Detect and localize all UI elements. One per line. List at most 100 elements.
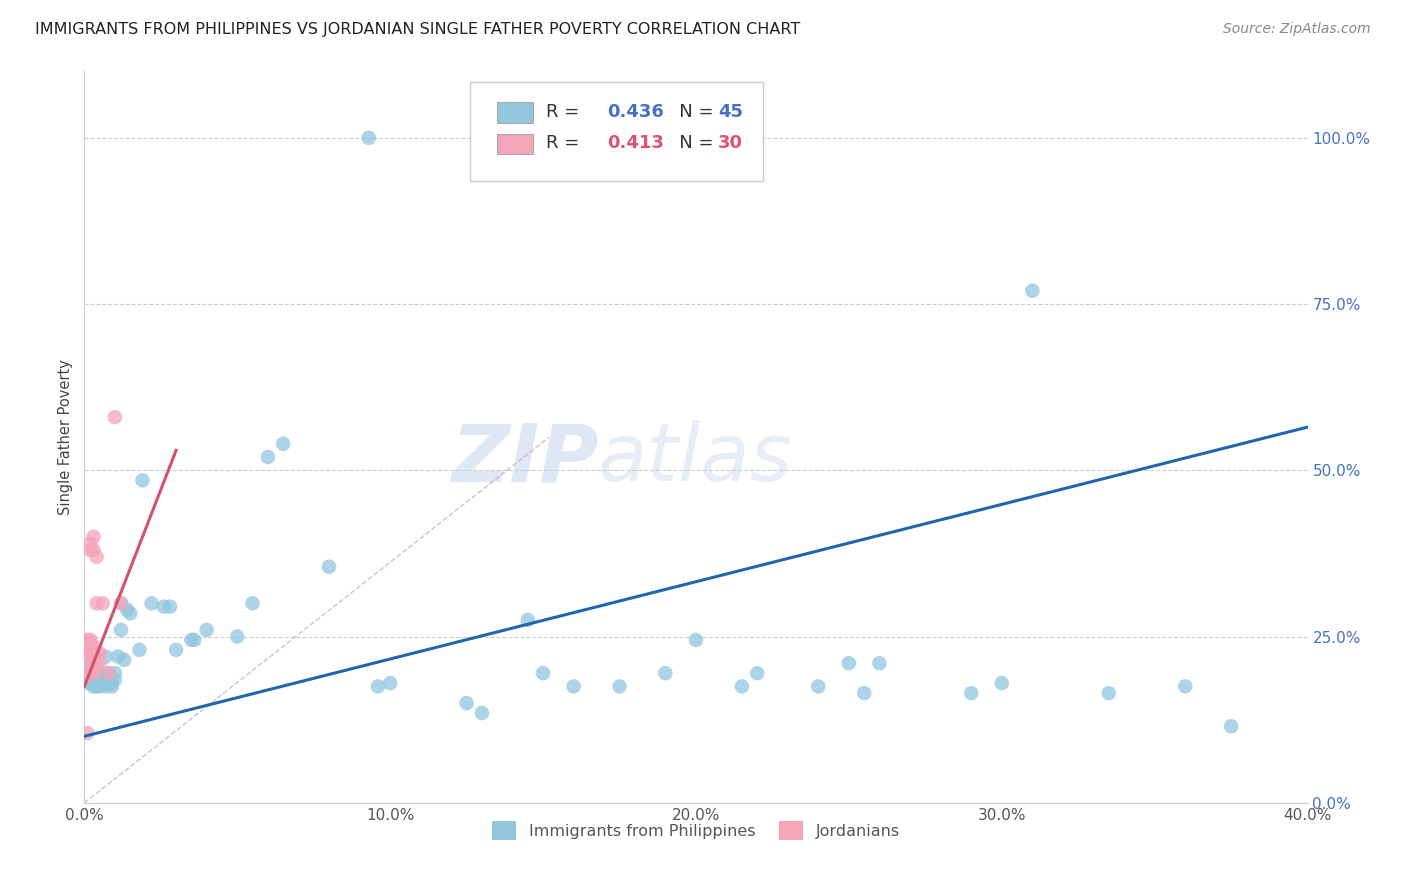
Point <box>869 656 891 670</box>
Point <box>89 656 111 670</box>
Point <box>89 666 111 681</box>
Point <box>195 623 218 637</box>
Text: ZIP: ZIP <box>451 420 598 498</box>
Point <box>79 649 101 664</box>
Point <box>257 450 280 464</box>
Text: atlas: atlas <box>598 420 793 498</box>
Point <box>120 607 142 621</box>
Point <box>79 636 101 650</box>
Point <box>79 543 101 558</box>
Point <box>107 649 129 664</box>
Point <box>357 131 380 145</box>
Point <box>110 596 132 610</box>
Point <box>104 410 127 425</box>
Point <box>76 676 98 690</box>
Point <box>531 666 554 681</box>
Point <box>838 656 860 670</box>
Point <box>89 676 111 690</box>
Point <box>367 680 389 694</box>
Point <box>471 706 494 720</box>
Point <box>89 646 111 660</box>
Point <box>380 676 402 690</box>
Point <box>83 673 105 687</box>
Point <box>79 646 101 660</box>
Text: IMMIGRANTS FROM PHILIPPINES VS JORDANIAN SINGLE FATHER POVERTY CORRELATION CHART: IMMIGRANTS FROM PHILIPPINES VS JORDANIAN… <box>35 22 800 37</box>
Point <box>97 666 120 681</box>
Text: R =: R = <box>546 134 591 152</box>
Point <box>183 632 205 647</box>
Text: N =: N = <box>662 134 718 152</box>
Point <box>86 659 108 673</box>
Point <box>86 596 108 610</box>
Point <box>1220 719 1243 733</box>
Point <box>115 603 138 617</box>
Point <box>226 630 249 644</box>
Point <box>165 643 187 657</box>
Point <box>79 632 101 647</box>
Point <box>159 599 181 614</box>
Point <box>104 673 127 687</box>
Text: N =: N = <box>662 103 718 120</box>
Point <box>654 666 676 681</box>
Point <box>91 676 114 690</box>
FancyBboxPatch shape <box>496 134 533 154</box>
Point <box>318 559 340 574</box>
Point <box>79 666 101 681</box>
Point <box>1098 686 1121 700</box>
Text: R =: R = <box>546 103 591 120</box>
Point <box>76 632 98 647</box>
Text: 45: 45 <box>718 103 742 120</box>
Point <box>1021 284 1043 298</box>
Text: Source: ZipAtlas.com: Source: ZipAtlas.com <box>1223 22 1371 37</box>
Point <box>242 596 264 610</box>
Point <box>79 656 101 670</box>
Point <box>112 653 135 667</box>
Point <box>86 646 108 660</box>
Point <box>86 673 108 687</box>
Point <box>76 646 98 660</box>
Point <box>562 680 585 694</box>
Point <box>76 646 98 660</box>
Point <box>97 666 120 681</box>
Point <box>83 653 105 667</box>
Y-axis label: Single Father Poverty: Single Father Poverty <box>58 359 73 515</box>
Point <box>76 726 98 740</box>
Point <box>807 680 830 694</box>
Point <box>86 549 108 564</box>
Point <box>609 680 631 694</box>
Point <box>91 596 114 610</box>
Point <box>271 436 294 450</box>
Point <box>76 649 98 664</box>
Point <box>731 680 754 694</box>
Point <box>747 666 769 681</box>
Point <box>101 676 124 690</box>
Point <box>89 680 111 694</box>
Legend: Immigrants from Philippines, Jordanians: Immigrants from Philippines, Jordanians <box>485 814 907 846</box>
Point <box>141 596 163 610</box>
Point <box>76 669 98 683</box>
Point <box>83 543 105 558</box>
Point <box>91 669 114 683</box>
Point <box>960 686 983 700</box>
Point <box>97 673 120 687</box>
Text: 0.436: 0.436 <box>606 103 664 120</box>
Point <box>1174 680 1197 694</box>
FancyBboxPatch shape <box>496 102 533 122</box>
Point <box>516 613 538 627</box>
Point <box>83 680 105 694</box>
Point <box>128 643 150 657</box>
Point <box>991 676 1014 690</box>
Point <box>79 673 101 687</box>
Point <box>86 680 108 694</box>
Point <box>110 623 132 637</box>
Point <box>104 666 127 681</box>
Point <box>180 632 202 647</box>
Point <box>83 640 105 654</box>
Point <box>153 599 176 614</box>
Point <box>79 536 101 550</box>
Point <box>685 632 707 647</box>
Point <box>91 673 114 687</box>
Point <box>94 649 117 664</box>
Point <box>83 656 105 670</box>
FancyBboxPatch shape <box>470 82 763 181</box>
